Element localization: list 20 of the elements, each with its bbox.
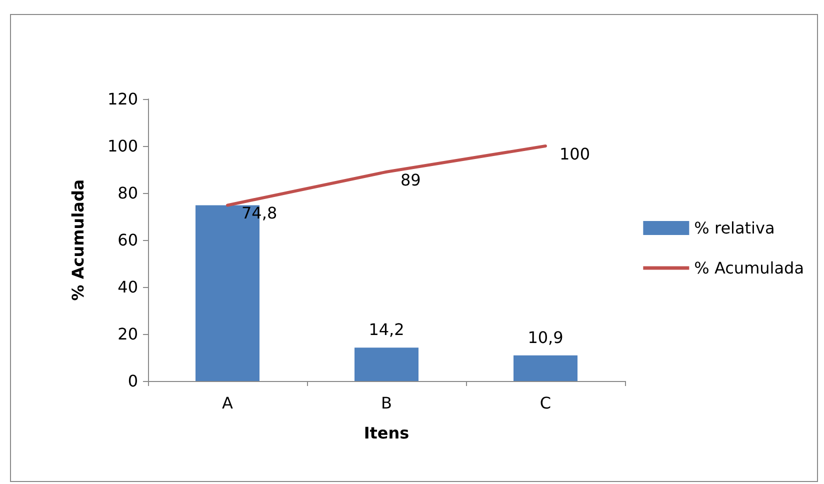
x-tick-label: C bbox=[540, 394, 552, 412]
y-axis-title: % Acumulada bbox=[68, 179, 88, 301]
y-tick-label: 60 bbox=[118, 230, 138, 250]
y-tick-label: 20 bbox=[118, 324, 138, 344]
x-axis-title: Itens bbox=[364, 424, 410, 442]
data-label: 10,9 bbox=[528, 328, 564, 347]
x-tick-label: B bbox=[381, 394, 392, 412]
y-tick-label: 80 bbox=[118, 184, 138, 202]
y-tick-label: 0 bbox=[128, 372, 138, 390]
x-tick-label: A bbox=[222, 394, 234, 412]
data-label: 100 bbox=[560, 144, 590, 164]
legend-label: % Acumulada bbox=[694, 258, 804, 278]
legend-label: % relativa bbox=[694, 218, 775, 238]
y-tick-label: 120 bbox=[107, 90, 138, 108]
data-label: 14,2 bbox=[368, 320, 404, 340]
data-label: 89 bbox=[400, 170, 421, 190]
bar bbox=[354, 348, 418, 381]
y-tick-label: 100 bbox=[107, 136, 138, 156]
bar bbox=[514, 355, 578, 381]
y-tick-label: 40 bbox=[118, 278, 138, 296]
